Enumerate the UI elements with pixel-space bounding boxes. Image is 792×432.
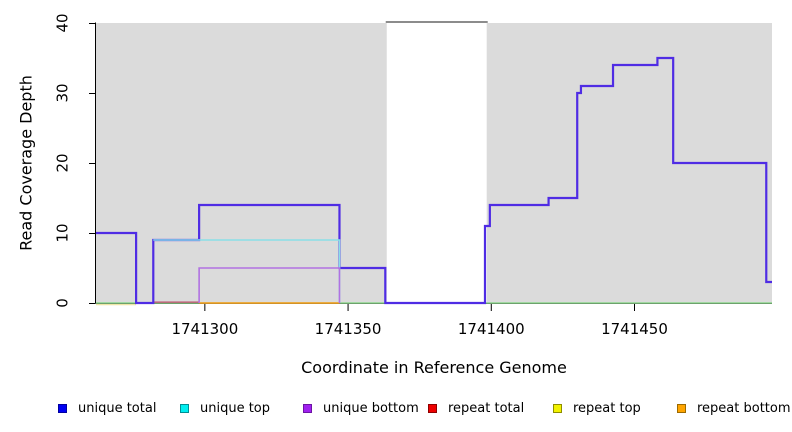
y-axis-title: Read Coverage Depth: [16, 75, 36, 251]
legend-item-repeat-total: repeat total: [428, 399, 524, 417]
legend-item-label: repeat top: [573, 400, 641, 416]
legend-swatch-icon: [677, 403, 686, 413]
legend-swatch-icon: [303, 403, 312, 413]
legend-item-label: repeat total: [448, 400, 525, 416]
y-tick-label: 40: [53, 13, 71, 32]
x-tick-label: 1741350: [315, 320, 382, 338]
y-tick-label: 20: [53, 153, 71, 172]
series-unique-bottom: [198, 267, 341, 303]
legend-swatch-icon: [58, 403, 67, 413]
x-tick-label: 1741300: [171, 320, 238, 338]
x-axis-title: Coordinate in Reference Genome: [301, 358, 567, 377]
legend-item-label: unique bottom: [323, 400, 419, 416]
shaded-region: [96, 23, 387, 303]
legend-item-unique-total: unique total: [58, 399, 156, 417]
legend-item-repeat-top: repeat top: [553, 399, 641, 417]
legend-item-label: unique top: [200, 400, 271, 416]
legend-swatch-icon: [428, 403, 437, 413]
legend-swatch-icon: [180, 403, 189, 413]
y-tick-label: 10: [53, 223, 71, 242]
legend-swatch-icon: [553, 403, 562, 413]
x-tick-label: 1741450: [601, 320, 668, 338]
legend-item-unique-bottom: unique bottom: [303, 399, 419, 417]
y-tick-label: 30: [53, 83, 71, 102]
legend-item-repeat-bottom: repeat bottom: [677, 399, 791, 417]
x-tick-label: 1741400: [458, 320, 525, 338]
legend: unique total unique top unique bottom repea…: [0, 399, 792, 419]
legend-item-unique-top: unique top: [180, 399, 270, 417]
legend-item-label: unique total: [78, 400, 157, 416]
y-tick-label: 0: [53, 298, 71, 308]
legend-item-label: repeat bottom: [697, 400, 791, 416]
